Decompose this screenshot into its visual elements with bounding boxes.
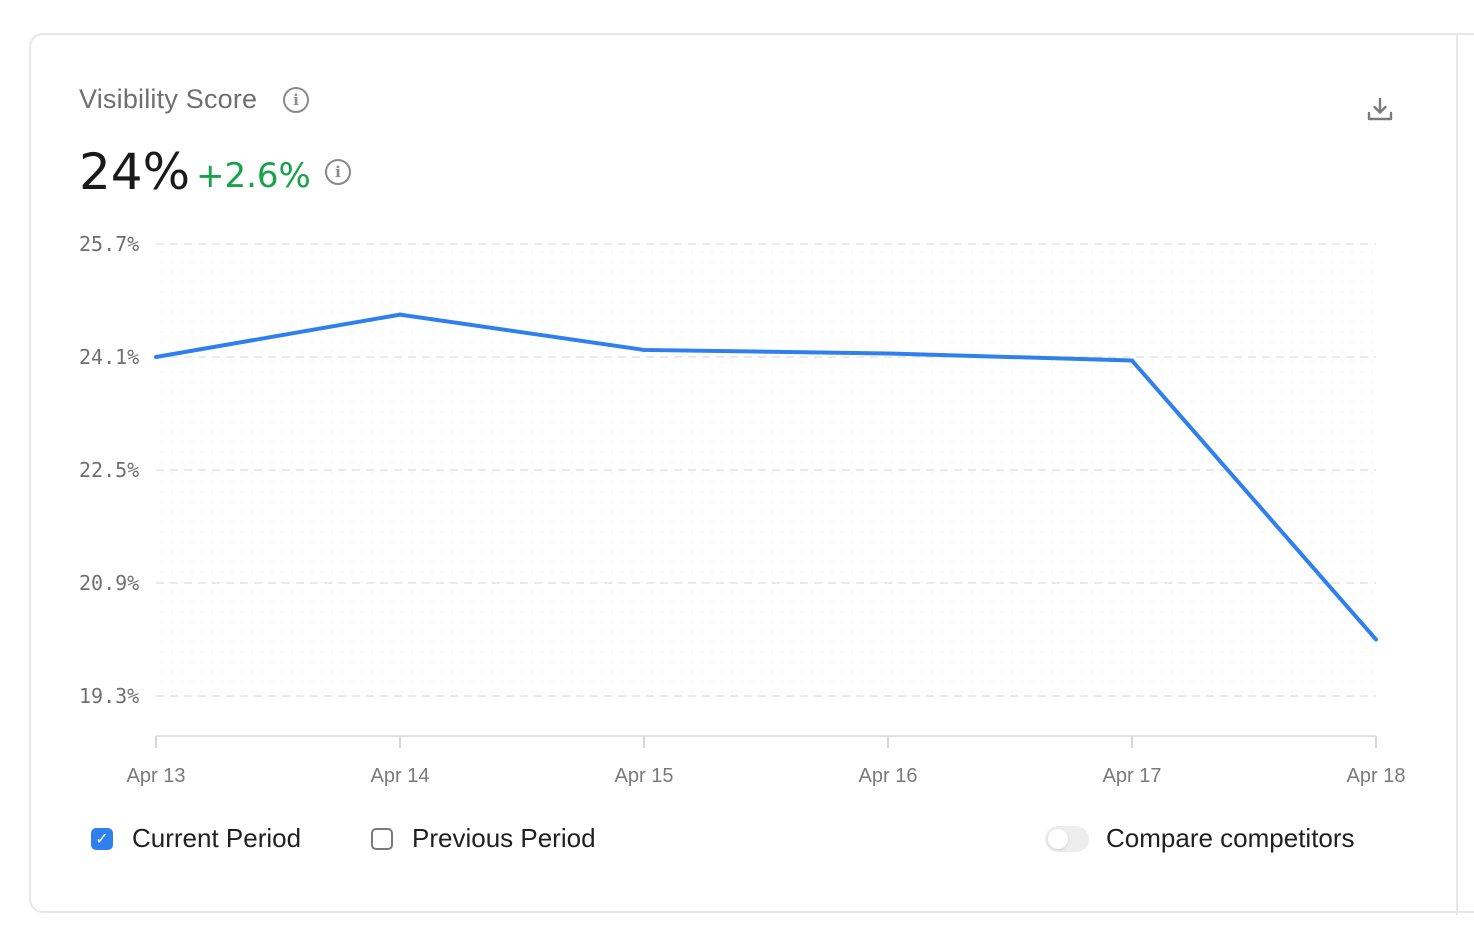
panel-divider	[1456, 33, 1458, 915]
compare-competitors[interactable]: Compare competitors	[1045, 823, 1355, 854]
legend-current-period[interactable]: ✓ Current Period	[91, 823, 301, 854]
score-delta: +2.6%	[196, 156, 311, 196]
y-tick-label: 19.3%	[79, 684, 139, 708]
previous-period-checkbox[interactable]	[371, 827, 393, 850]
card-title: Visibility Score	[79, 84, 258, 114]
data-point	[154, 355, 158, 359]
previous-period-label: Previous Period	[412, 823, 596, 853]
x-tick-label: Apr 16	[859, 765, 918, 787]
x-tick-label: Apr 15	[615, 765, 674, 787]
x-tick-label: Apr 17	[1103, 765, 1162, 787]
data-point	[1130, 358, 1134, 363]
compare-competitors-toggle[interactable]	[1045, 825, 1089, 852]
x-tick-label: Apr 18	[1347, 765, 1406, 787]
data-point	[886, 351, 890, 356]
x-tick-label: Apr 13	[127, 765, 186, 787]
x-tick-label: Apr 14	[371, 765, 430, 787]
legend-previous-period[interactable]: Previous Period	[371, 823, 596, 854]
toggle-knob	[1048, 828, 1068, 849]
y-tick-label: 20.9%	[79, 571, 139, 595]
y-tick-label: 25.7%	[79, 232, 139, 256]
download-icon[interactable]	[1366, 96, 1394, 124]
current-period-line	[155, 312, 1378, 641]
score-value: 24%	[79, 143, 191, 201]
y-tick-label: 22.5%	[79, 458, 139, 482]
y-tick-label: 24.1%	[79, 345, 139, 369]
data-point	[398, 312, 402, 317]
title-info-icon[interactable]: i	[283, 87, 309, 113]
compare-competitors-label: Compare competitors	[1106, 823, 1355, 853]
current-period-checkbox[interactable]: ✓	[91, 827, 113, 850]
check-icon: ✓	[95, 828, 109, 848]
current-period-label: Current Period	[132, 823, 302, 853]
delta-info-icon[interactable]: i	[325, 159, 351, 185]
data-point	[642, 347, 646, 352]
data-point	[1374, 637, 1378, 642]
